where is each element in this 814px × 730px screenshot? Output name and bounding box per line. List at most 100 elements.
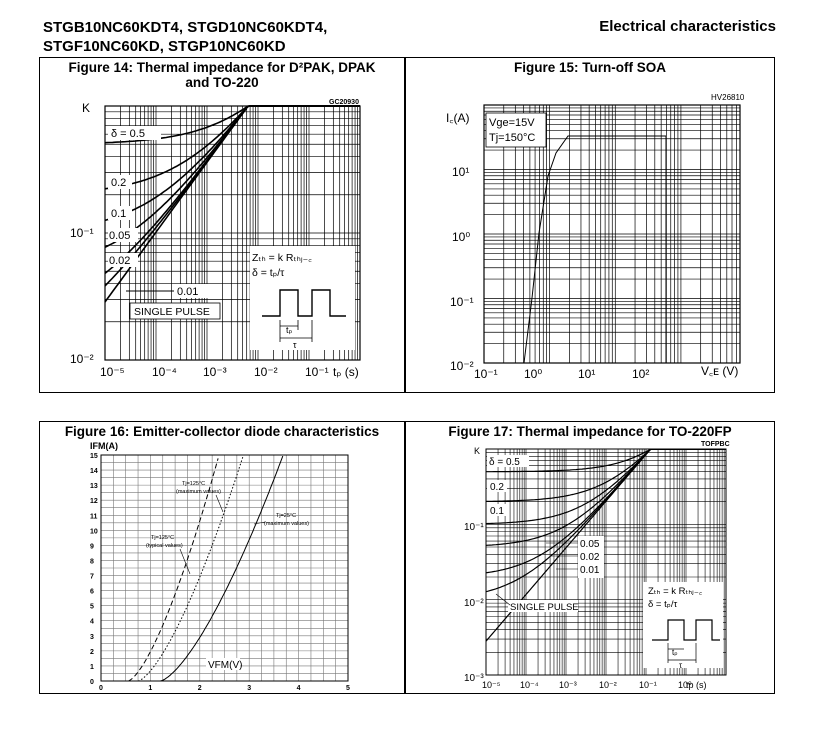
figure-17-title: Figure 17: Thermal impedance for TO-220F… (448, 424, 732, 439)
figure-17-curve-6 (485, 448, 726, 642)
figure-16-ytick-1: 1 (90, 664, 94, 671)
figure-14-xtick-3: 10⁻² (254, 365, 278, 379)
figure-16-xtick-1: 1 (148, 685, 152, 692)
figure-16-xlabel: VFM(V) (208, 660, 242, 671)
figure-17-label-0.5: δ = 0.5 (489, 457, 520, 468)
figure-17-label-0.05: 0.05 (580, 539, 600, 550)
figure-16-xtick-5: 5 (346, 685, 350, 692)
figure-17-code: TOFPBC (701, 441, 730, 448)
figure-15-ytick-3: 10⁻² (450, 359, 474, 373)
figure-14-label-0.2: 0.2 (111, 177, 126, 189)
figure-16-ann1a: Tj=125°C (182, 481, 205, 487)
figure-14-xtick-4: 10⁻¹ (305, 365, 329, 379)
figure-17-label-0.01: 0.01 (580, 565, 600, 576)
figure-16-ytick-8: 8 (90, 558, 94, 565)
figure-14-tau: τ (293, 340, 297, 350)
figure-16-xtick-3: 3 (247, 685, 251, 692)
figure-15-xtick-0: 10⁻¹ (474, 367, 498, 381)
header-part-numbers-line1: STGB10NC60KDT4, STGD10NC60KDT4, (43, 19, 328, 36)
figure-15-legend-tj: Tj=150°C (489, 132, 535, 144)
figure-16-ytick-5: 5 (90, 604, 94, 611)
figure-15-xtick-2: 10¹ (578, 367, 595, 381)
figure-17-xtick-2: 10⁻³ (559, 680, 577, 690)
figure-16-ytick-6: 6 (90, 589, 94, 596)
figure-17-chart: TOFPBC K 10⁻¹ 10⁻² 10⁻³ 10⁻⁵ 10⁻⁴ 10⁻³ 10⁻²… (464, 441, 730, 690)
figure-14-ylabel: K (82, 101, 90, 115)
figure-14-xtick-0: 10⁻⁵ (100, 365, 125, 379)
figure-16-ytick-4: 4 (90, 619, 94, 626)
header-part-numbers-line2: STGF10NC60KD, STGP10NC60KD (43, 38, 286, 55)
figure-14-code: GC20930 (329, 99, 359, 106)
figure-16-ytick-10: 10 (90, 528, 98, 535)
figure-16-ytick-0: 0 (90, 679, 94, 686)
figure-16-ytick-3: 3 (90, 634, 94, 641)
figure-14-panel: Figure 14: Thermal impedance for D²PAK, … (39, 57, 405, 393)
figure-16-ytick-9: 9 (90, 543, 94, 550)
figure-15-legend-vge: Vge=15V (489, 117, 535, 129)
figure-16-ytick-13: 13 (90, 483, 98, 490)
figure-14-label-0.02: 0.02 (109, 255, 130, 267)
figure-17-tau: τ (679, 661, 683, 670)
figure-15-ylabel: I꜀(A) (446, 111, 469, 125)
figure-15-xtick-1: 10⁰ (524, 367, 542, 381)
figure-16-ann3b: (typical values) (146, 543, 183, 549)
figure-16-title: Figure 16: Emitter-collector diode chara… (64, 424, 380, 439)
figure-15-panel: Figure 15: Turn-off SOA HV26810 I꜀(A) Vg… (405, 57, 775, 393)
figure-14-chart: GC20930 K 10⁻¹ 10⁻² 10⁻⁵ 10⁻⁴ 10⁻³ 10⁻² 10⁻¹… (70, 99, 361, 379)
figure-14-xlabel: tₚ (s) (333, 365, 359, 379)
figure-16-ann1b: (maximum values) (176, 489, 221, 495)
figure-17-label-0.02: 0.02 (580, 552, 600, 563)
figure-16-xtick-2: 2 (198, 685, 202, 692)
figure-16-ann3a: Tj=125°C (151, 535, 174, 541)
figure-14-formula-zth: Zₜₕ = k Rₜₕⱼ₋꜀ (252, 252, 312, 264)
figure-14-tp: tₚ (286, 325, 293, 335)
figure-16-ytick-14: 14 (90, 468, 98, 475)
figure-17-ylabel: K (474, 446, 480, 456)
figure-17-xtick-0: 10⁻⁵ (482, 680, 501, 690)
figure-16-panel: Figure 16: Emitter-collector diode chara… (39, 421, 405, 694)
figure-16-ann2b: (maximum values) (264, 521, 309, 527)
figure-14-ytick-0: 10⁻¹ (70, 226, 94, 240)
figure-17-xtick-5: 10⁰ (678, 680, 692, 690)
figure-16-ytick-2: 2 (90, 649, 94, 656)
figure-17-label-single-pulse: SINGLE PULSE (510, 602, 579, 613)
figure-17-xtick-3: 10⁻² (599, 680, 617, 690)
figure-17-label-0.2: 0.2 (490, 482, 504, 493)
figure-14-formula-delta: δ = tₚ/τ (252, 267, 285, 279)
figure-15-title: Figure 15: Turn-off SOA (514, 60, 666, 75)
figure-17-ytick-1: 10⁻² (464, 598, 484, 609)
figure-14-ytick-1: 10⁻² (70, 352, 94, 366)
figure-17-xlabel: tp (s) (686, 680, 707, 690)
figure-17-ytick-2: 10⁻³ (464, 673, 484, 684)
figure-16-ylabel: IFM(A) (90, 441, 118, 451)
figure-17-formula-delta: δ = tₚ/τ (648, 599, 677, 610)
figure-16-ann2a: Tj=25°C (276, 513, 296, 519)
figure-15-code: HV26810 (711, 93, 745, 102)
figure-14-label-single-pulse: SINGLE PULSE (134, 306, 210, 318)
figure-14-xtick-2: 10⁻³ (203, 365, 227, 379)
figure-17-xtick-1: 10⁻⁴ (520, 680, 539, 690)
document-header-left: STGB10NC60KDT4, STGD10NC60KDT4, STGF10NC… (43, 18, 327, 56)
figure-16-ytick-7: 7 (90, 574, 94, 581)
figure-14-label-0.01: 0.01 (177, 286, 198, 298)
figure-17-panel: Figure 17: Thermal impedance for TO-220F… (405, 421, 775, 694)
figure-17-label-0.1: 0.1 (490, 506, 504, 517)
figure-16-xtick-0: 0 (99, 685, 103, 692)
figure-17-xtick-4: 10⁻¹ (639, 680, 657, 690)
figure-14-label-0.1: 0.1 (111, 208, 126, 220)
figure-14-label-0.5: δ = 0.5 (111, 128, 145, 140)
figure-15-chart: HV26810 I꜀(A) Vge=15V Tj=150°C 10¹ 10⁰ 1… (446, 93, 745, 381)
figure-15-xtick-3: 10² (632, 367, 649, 381)
figure-15-ytick-1: 10⁰ (452, 230, 470, 244)
figure-16-ytick-12: 12 (90, 498, 98, 505)
figure-17-tp: tₚ (672, 648, 678, 657)
figure-17-ytick-0: 10⁻¹ (464, 522, 484, 533)
document-section-title: Electrical characteristics (599, 18, 776, 35)
figure-14-curve-6 (104, 105, 360, 303)
figure-15-ytick-2: 10⁻¹ (450, 295, 474, 309)
figure-16-xtick-4: 4 (297, 685, 301, 692)
figure-14-xtick-1: 10⁻⁴ (152, 365, 177, 379)
figure-17-formula-zth: Zₜₕ = k Rₜₕⱼ₋꜀ (648, 586, 702, 597)
figure-14-title: Figure 14: Thermal impedance for D²PAK, … (68, 60, 376, 90)
